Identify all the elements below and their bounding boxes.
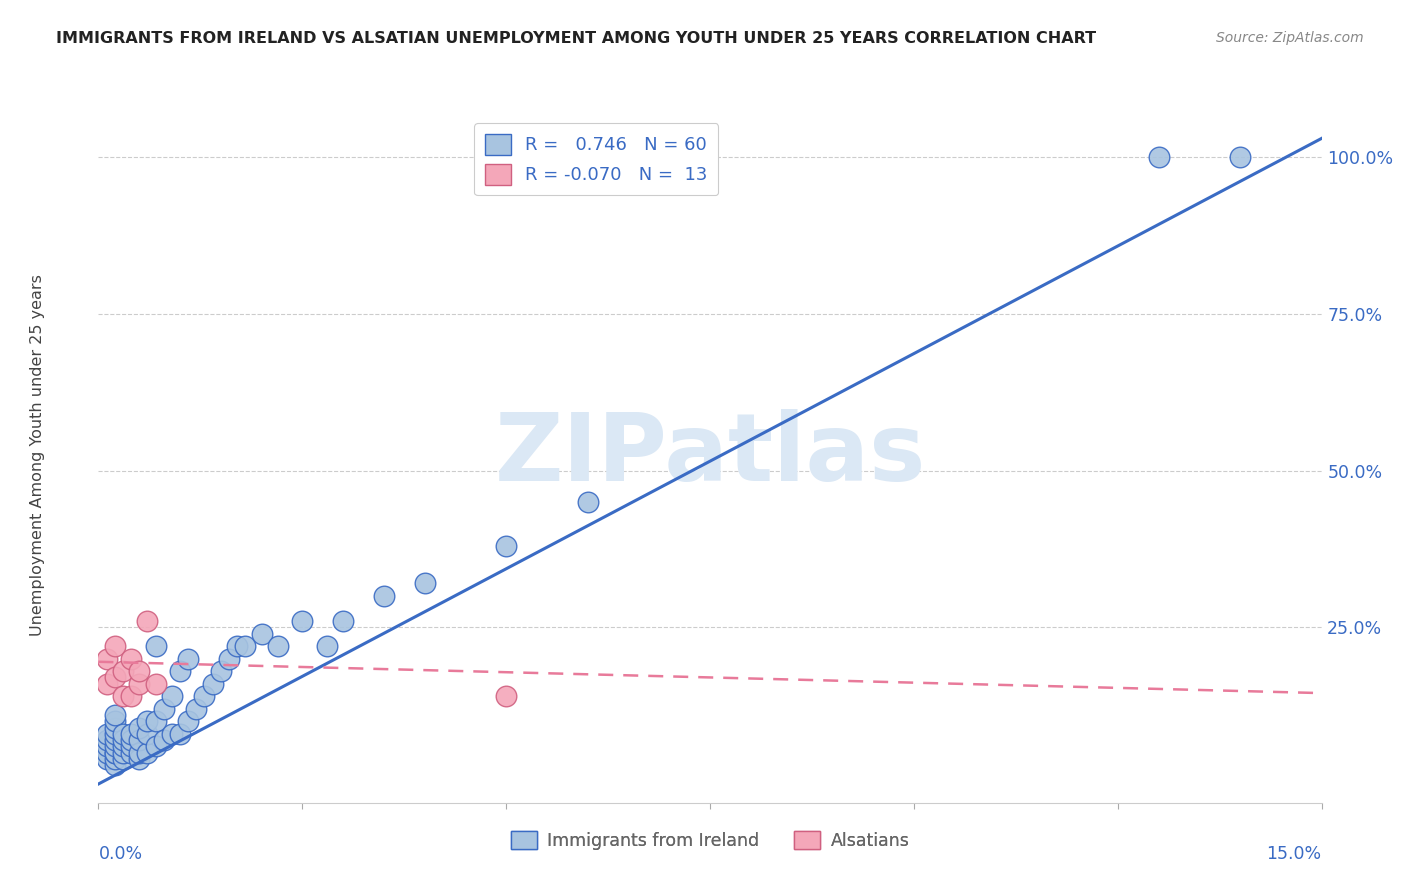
Legend: Immigrants from Ireland, Alsatians: Immigrants from Ireland, Alsatians [503, 824, 917, 856]
Point [291, 614, 314, 628]
Point [128, 733, 150, 747]
Point [495, 539, 517, 553]
Point [152, 702, 174, 716]
Point [104, 739, 127, 754]
Point [111, 752, 134, 766]
Point [120, 727, 142, 741]
Point [169, 727, 191, 741]
Point [111, 664, 134, 678]
Point [104, 714, 127, 729]
Point [128, 664, 150, 678]
Point [104, 752, 127, 766]
Point [120, 733, 142, 747]
Point [1229, 150, 1251, 164]
Point [201, 676, 224, 690]
Point [128, 752, 150, 766]
Point [145, 739, 167, 754]
Point [495, 690, 517, 704]
Point [104, 727, 127, 741]
Point [209, 664, 232, 678]
Point [152, 733, 174, 747]
Point [226, 639, 249, 653]
Point [169, 664, 191, 678]
Text: IMMIGRANTS FROM IRELAND VS ALSATIAN UNEMPLOYMENT AMONG YOUTH UNDER 25 YEARS CORR: IMMIGRANTS FROM IRELAND VS ALSATIAN UNEM… [56, 31, 1097, 46]
Point [104, 746, 127, 760]
Point [315, 639, 337, 653]
Point [1147, 150, 1170, 164]
Point [111, 690, 134, 704]
Point [145, 714, 167, 729]
Point [218, 651, 240, 665]
Point [111, 727, 134, 741]
Point [136, 714, 159, 729]
Point [104, 721, 127, 735]
Point [120, 739, 142, 754]
Point [193, 690, 215, 704]
Text: Unemployment Among Youth under 25 years: Unemployment Among Youth under 25 years [30, 274, 45, 636]
Point [96, 651, 118, 665]
Point [136, 614, 159, 628]
Point [267, 639, 290, 653]
Point [576, 495, 599, 509]
Point [104, 758, 127, 772]
Point [177, 714, 200, 729]
Point [96, 676, 118, 690]
Point [120, 746, 142, 760]
Point [96, 739, 118, 754]
Point [186, 702, 208, 716]
Point [111, 733, 134, 747]
Point [373, 589, 395, 603]
Text: 0.0%: 0.0% [98, 845, 142, 863]
Text: 15.0%: 15.0% [1267, 845, 1322, 863]
Point [128, 721, 150, 735]
Point [128, 746, 150, 760]
Point [136, 727, 159, 741]
Point [177, 651, 200, 665]
Point [96, 752, 118, 766]
Point [233, 639, 256, 653]
Point [145, 676, 167, 690]
Point [111, 746, 134, 760]
Point [96, 733, 118, 747]
Point [145, 639, 167, 653]
Point [332, 614, 354, 628]
Point [160, 727, 183, 741]
Point [250, 626, 273, 640]
Point [120, 651, 142, 665]
Point [120, 690, 142, 704]
Point [104, 639, 127, 653]
Point [413, 576, 436, 591]
Point [128, 676, 150, 690]
Text: Source: ZipAtlas.com: Source: ZipAtlas.com [1216, 31, 1364, 45]
Point [160, 690, 183, 704]
Point [96, 727, 118, 741]
Point [104, 733, 127, 747]
Point [111, 739, 134, 754]
Point [104, 670, 127, 684]
Point [136, 746, 159, 760]
Point [104, 746, 127, 760]
Point [96, 746, 118, 760]
Text: ZIPatlas: ZIPatlas [495, 409, 925, 501]
Point [104, 708, 127, 723]
